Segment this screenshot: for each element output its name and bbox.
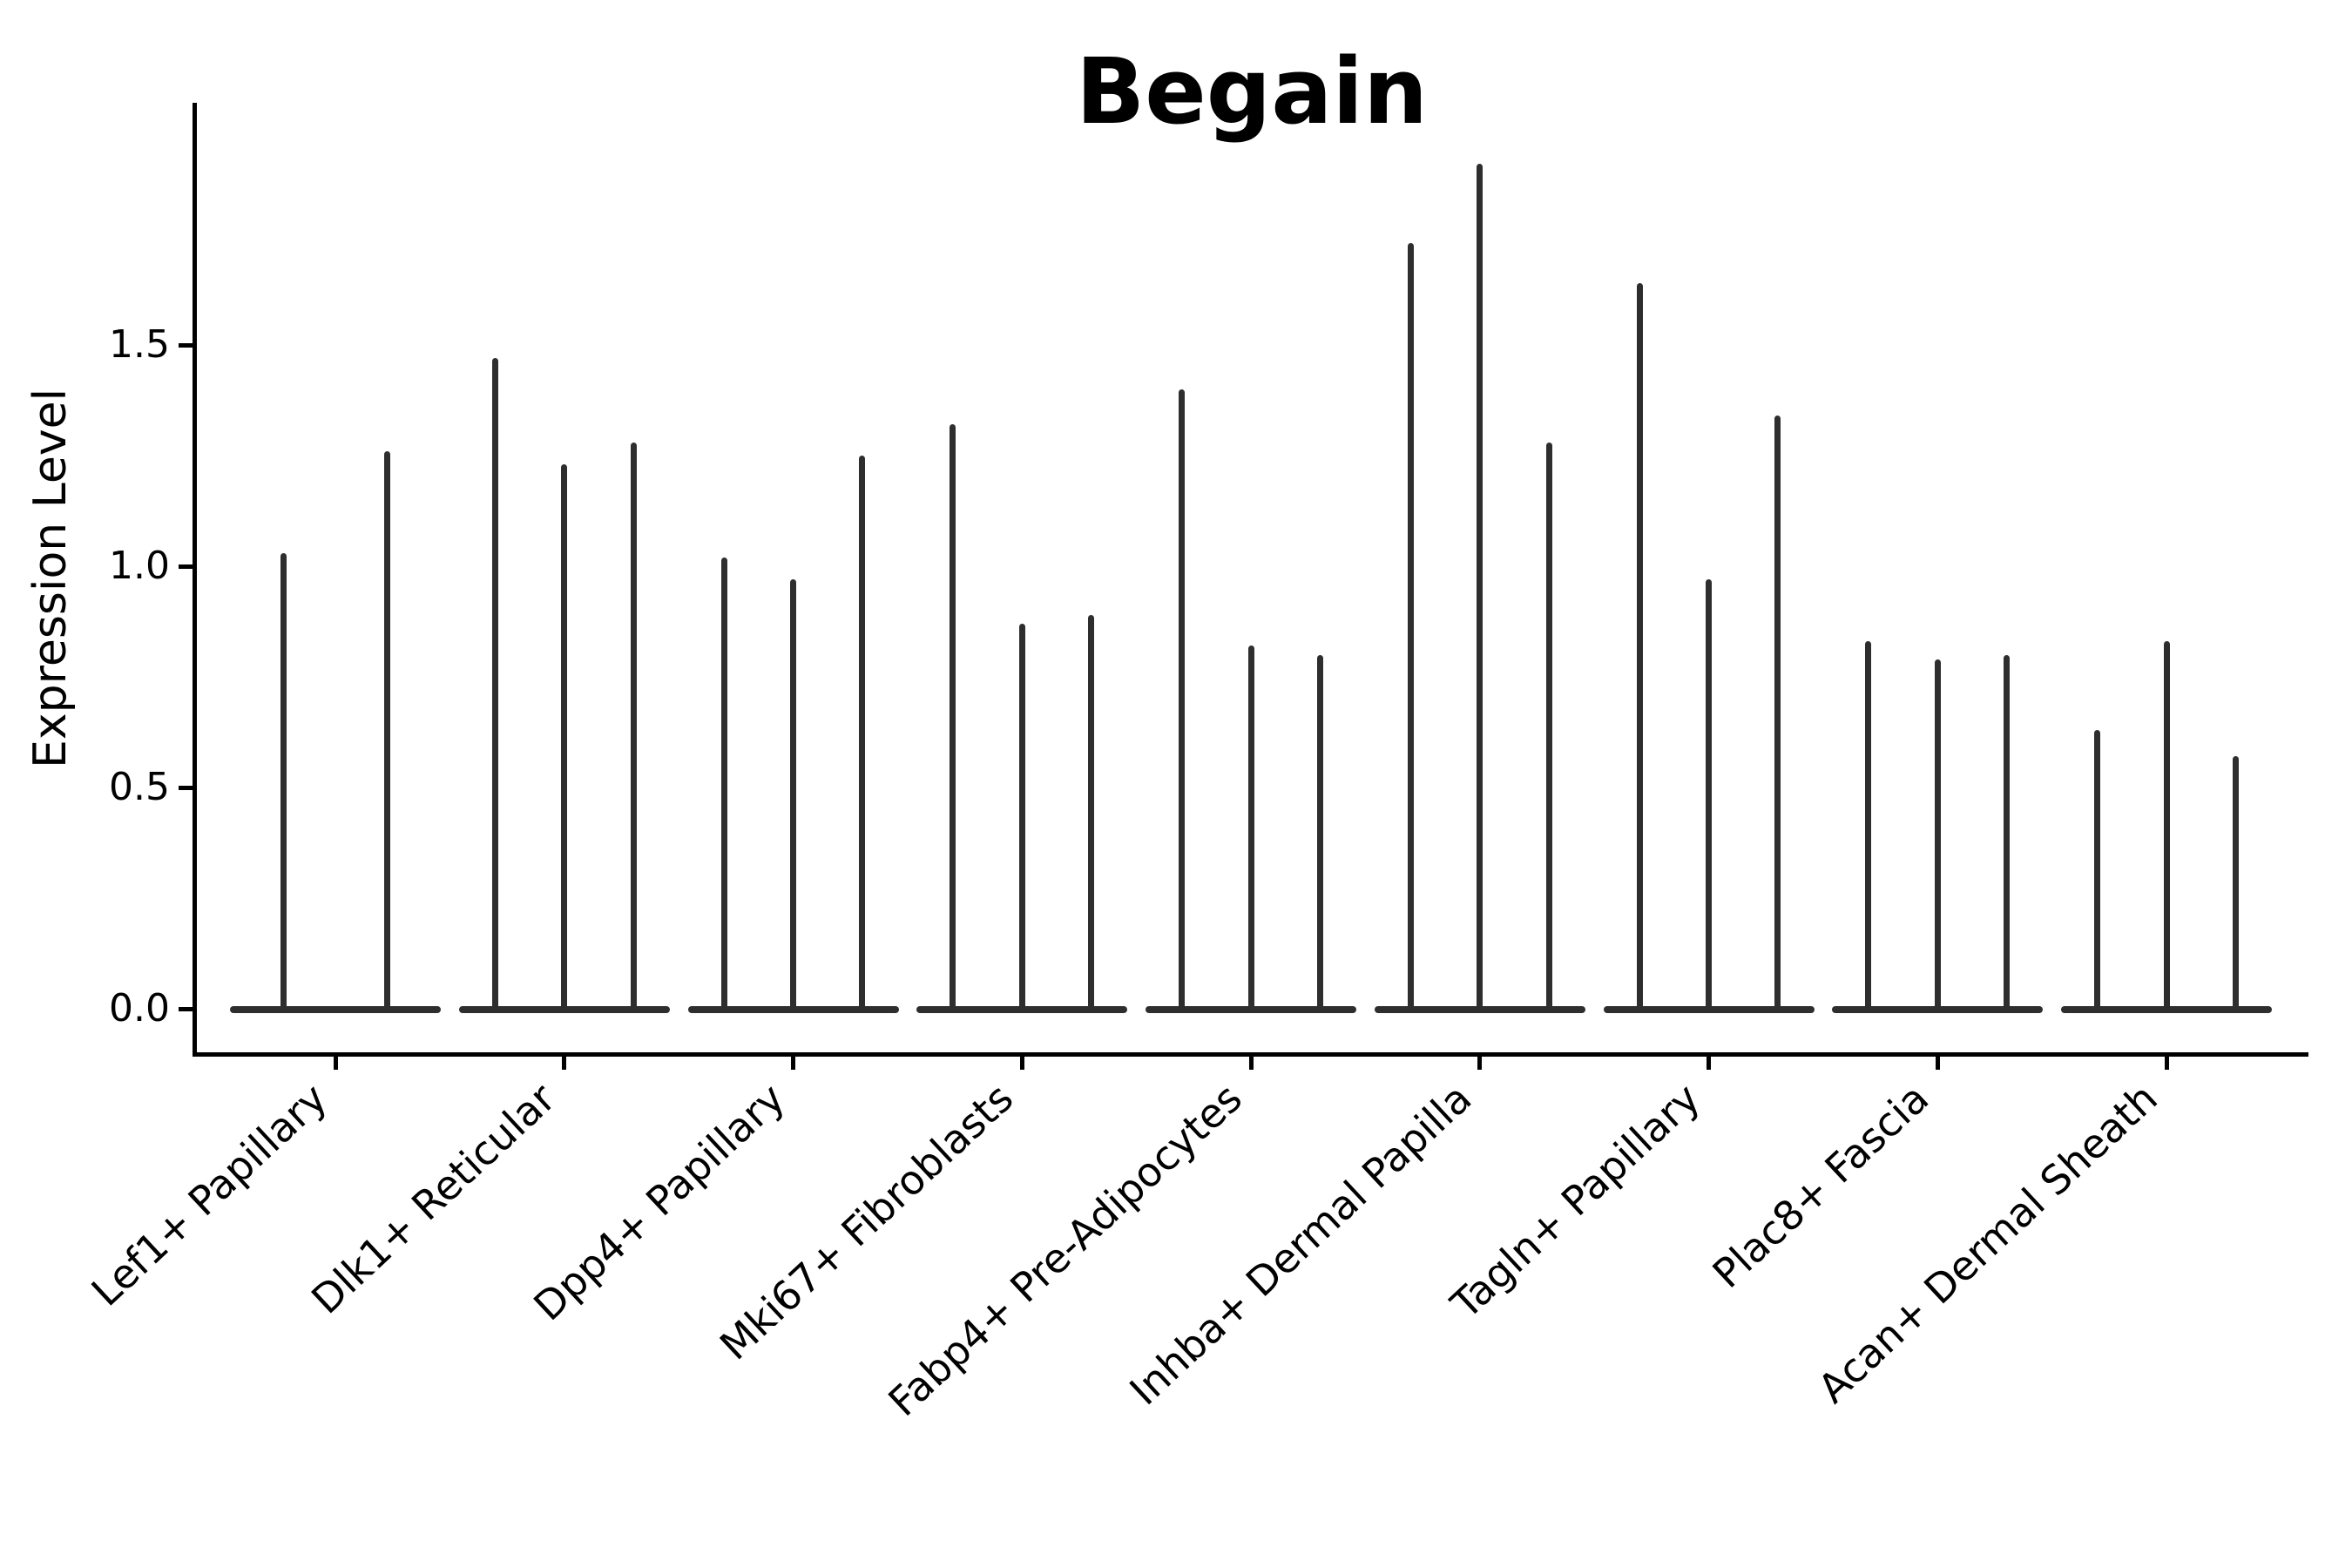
violin-spike: [2232, 756, 2239, 1010]
x-tick-mark: [1019, 1057, 1024, 1070]
violin-spike: [1407, 243, 1414, 1010]
violin-spike: [1865, 641, 1872, 1010]
violin-spike: [280, 552, 287, 1010]
violin-spike: [1934, 659, 1941, 1010]
x-tick-label: Dpp4+ Papillary: [524, 1074, 794, 1330]
x-tick-label: Tagln+ Papillary: [1442, 1074, 1709, 1328]
y-tick-label: 1.5: [109, 322, 170, 367]
violin-spike: [384, 450, 390, 1010]
violin-spike: [1636, 282, 1643, 1010]
x-tick-mark: [1477, 1057, 1483, 1070]
x-tick-label: Dlk1+ Reticular: [302, 1074, 564, 1323]
violin-spike: [950, 424, 956, 1010]
x-tick-mark: [1935, 1057, 1940, 1070]
violin-base: [230, 1006, 441, 1013]
x-tick-mark: [1707, 1057, 1711, 1070]
violin-spike: [630, 442, 637, 1010]
violin-spike: [2004, 654, 2011, 1010]
y-tick-mark: [179, 342, 193, 348]
y-tick-label: 0.0: [109, 986, 170, 1031]
violin-spike: [1774, 416, 1781, 1010]
violin-spike: [1477, 163, 1484, 1010]
x-tick-label: Lef1+ Papillary: [82, 1074, 336, 1315]
violin-spike: [790, 579, 796, 1010]
x-tick-mark: [791, 1057, 795, 1070]
violin-spike: [491, 358, 498, 1010]
x-tick-mark: [562, 1057, 567, 1070]
x-tick-mark: [333, 1057, 338, 1070]
violin-spike: [1706, 579, 1712, 1010]
y-tick-label: 0.5: [109, 765, 170, 809]
y-tick-mark: [179, 1006, 193, 1011]
x-tick-label: Plac8+ Fascia: [1703, 1074, 1938, 1298]
violin-spike: [1088, 614, 1095, 1010]
violin-spike: [1179, 389, 1186, 1010]
violin-spike: [1018, 624, 1025, 1010]
violin-spike: [720, 557, 727, 1010]
y-axis-spine: [193, 103, 197, 1057]
y-tick-mark: [179, 785, 193, 790]
y-tick-label: 1.0: [109, 544, 170, 588]
violin-spike: [561, 464, 568, 1010]
violin-spike: [1316, 654, 1323, 1010]
x-tick-mark: [2164, 1057, 2169, 1070]
x-axis-spine: [193, 1052, 2308, 1057]
x-tick-mark: [1248, 1057, 1254, 1070]
violin-spike: [1247, 645, 1254, 1010]
violin-spike: [2094, 729, 2101, 1010]
violin-spike: [859, 456, 866, 1010]
chart-title: Begain: [1075, 38, 1429, 145]
violin-spike: [2163, 641, 2170, 1010]
violin-spike: [1545, 442, 1552, 1010]
y-tick-mark: [179, 564, 193, 569]
